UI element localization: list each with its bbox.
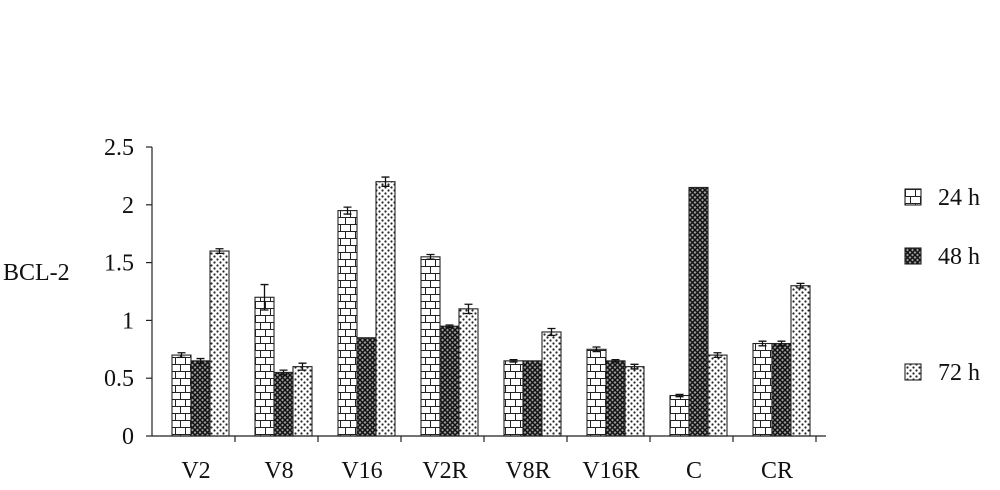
- error-bar-v16r-72-h: [630, 363, 639, 370]
- bar-v2-24-h: [171, 354, 192, 437]
- legend-swatch-72-h: [904, 363, 922, 381]
- legend-item-72-h: 72 h: [904, 360, 980, 386]
- error-bar-v16-72-h: [381, 176, 390, 187]
- error-bar-cr-48-h: [777, 340, 786, 347]
- error-bar-v8-24-h: [260, 283, 269, 311]
- x-category-label: V16: [341, 458, 382, 484]
- error-bar-c-72-h: [713, 352, 722, 359]
- bar-v2r-24-h: [420, 256, 441, 437]
- bar-v2-72-h: [209, 250, 230, 437]
- bar-c-72-h: [707, 354, 728, 437]
- y-tick-label: 1: [122, 308, 134, 334]
- legend-item-24-h: 24 h: [904, 185, 980, 211]
- bar-v8r-24-h: [503, 360, 524, 437]
- y-tick-label: 0: [122, 424, 134, 450]
- error-bar-v2r-24-h: [426, 253, 435, 260]
- bar-cr-48-h: [771, 342, 792, 437]
- bar-v8-24-h: [254, 296, 275, 437]
- legend: 24 h 48 h 72 h: [904, 185, 980, 386]
- x-category-label: CR: [761, 458, 793, 484]
- x-category-label: V16R: [582, 458, 639, 484]
- legend-label-48-h: 48 h: [938, 244, 980, 270]
- x-category-label: V8R: [505, 458, 550, 484]
- bar-v8-72-h: [292, 366, 313, 437]
- error-bar-v2-72-h: [215, 248, 224, 255]
- legend-swatch-48-h: [904, 247, 922, 265]
- y-tick-label: 2.5: [104, 135, 134, 161]
- bar-v16-48-h: [356, 337, 377, 437]
- bar-v8r-72-h: [541, 331, 562, 437]
- bar-v16r-72-h: [624, 366, 645, 437]
- error-bar-v16-24-h: [343, 206, 352, 215]
- y-tick-label: 1.5: [104, 251, 134, 277]
- bar-v16r-24-h: [586, 348, 607, 437]
- legend-label-24-h: 24 h: [938, 185, 980, 211]
- error-bar-cr-24-h: [758, 340, 767, 347]
- bar-v2r-72-h: [458, 308, 479, 437]
- error-bar-v16r-48-h: [611, 359, 620, 363]
- bar-v2r-48-h: [439, 325, 460, 437]
- bar-v16-24-h: [337, 210, 358, 437]
- bars-layer: [171, 181, 811, 437]
- y-axis-label: BCL-2: [3, 260, 70, 286]
- error-bar-v16r-24-h: [592, 346, 601, 353]
- bar-cr-72-h: [790, 285, 811, 437]
- bar-v16r-48-h: [605, 360, 626, 437]
- bar-v8-48-h: [273, 371, 294, 437]
- error-bar-v2-48-h: [196, 357, 205, 364]
- category-labels: V2 V8 V16 V2R V8R V16R C CR: [181, 458, 793, 484]
- error-bar-c-24-h: [675, 393, 684, 398]
- x-category-label: V2R: [422, 458, 467, 484]
- axes: 0 0.5 1 1.5 2 2.5: [104, 135, 826, 450]
- error-bar-cr-72-h: [796, 282, 805, 289]
- y-tick-label: 2: [122, 193, 134, 219]
- bar-v8r-48-h: [522, 360, 543, 437]
- x-category-label: C: [686, 458, 702, 484]
- bar-c-48-h: [688, 186, 709, 437]
- error-bars-layer: [177, 176, 805, 398]
- bar-cr-24-h: [752, 342, 773, 437]
- bar-v2-48-h: [190, 360, 211, 437]
- error-bar-v8-72-h: [298, 362, 307, 371]
- error-bar-v2-24-h: [177, 352, 186, 359]
- y-tick-label: 0.5: [104, 366, 134, 392]
- bar-c-24-h: [669, 394, 690, 437]
- bar-v16-72-h: [375, 181, 396, 437]
- error-bar-v8r-24-h: [509, 359, 518, 363]
- error-bar-v2r-48-h: [445, 324, 454, 328]
- legend-item-48-h: 48 h: [904, 244, 980, 270]
- error-bar-v8r-72-h: [547, 327, 556, 337]
- x-category-label: V2: [181, 458, 210, 484]
- error-bar-v2r-72-h: [464, 303, 473, 315]
- x-category-label: V8: [264, 458, 293, 484]
- error-bar-v8-48-h: [279, 369, 288, 376]
- legend-swatch-24-h: [904, 188, 922, 206]
- legend-label-72-h: 72 h: [938, 360, 980, 386]
